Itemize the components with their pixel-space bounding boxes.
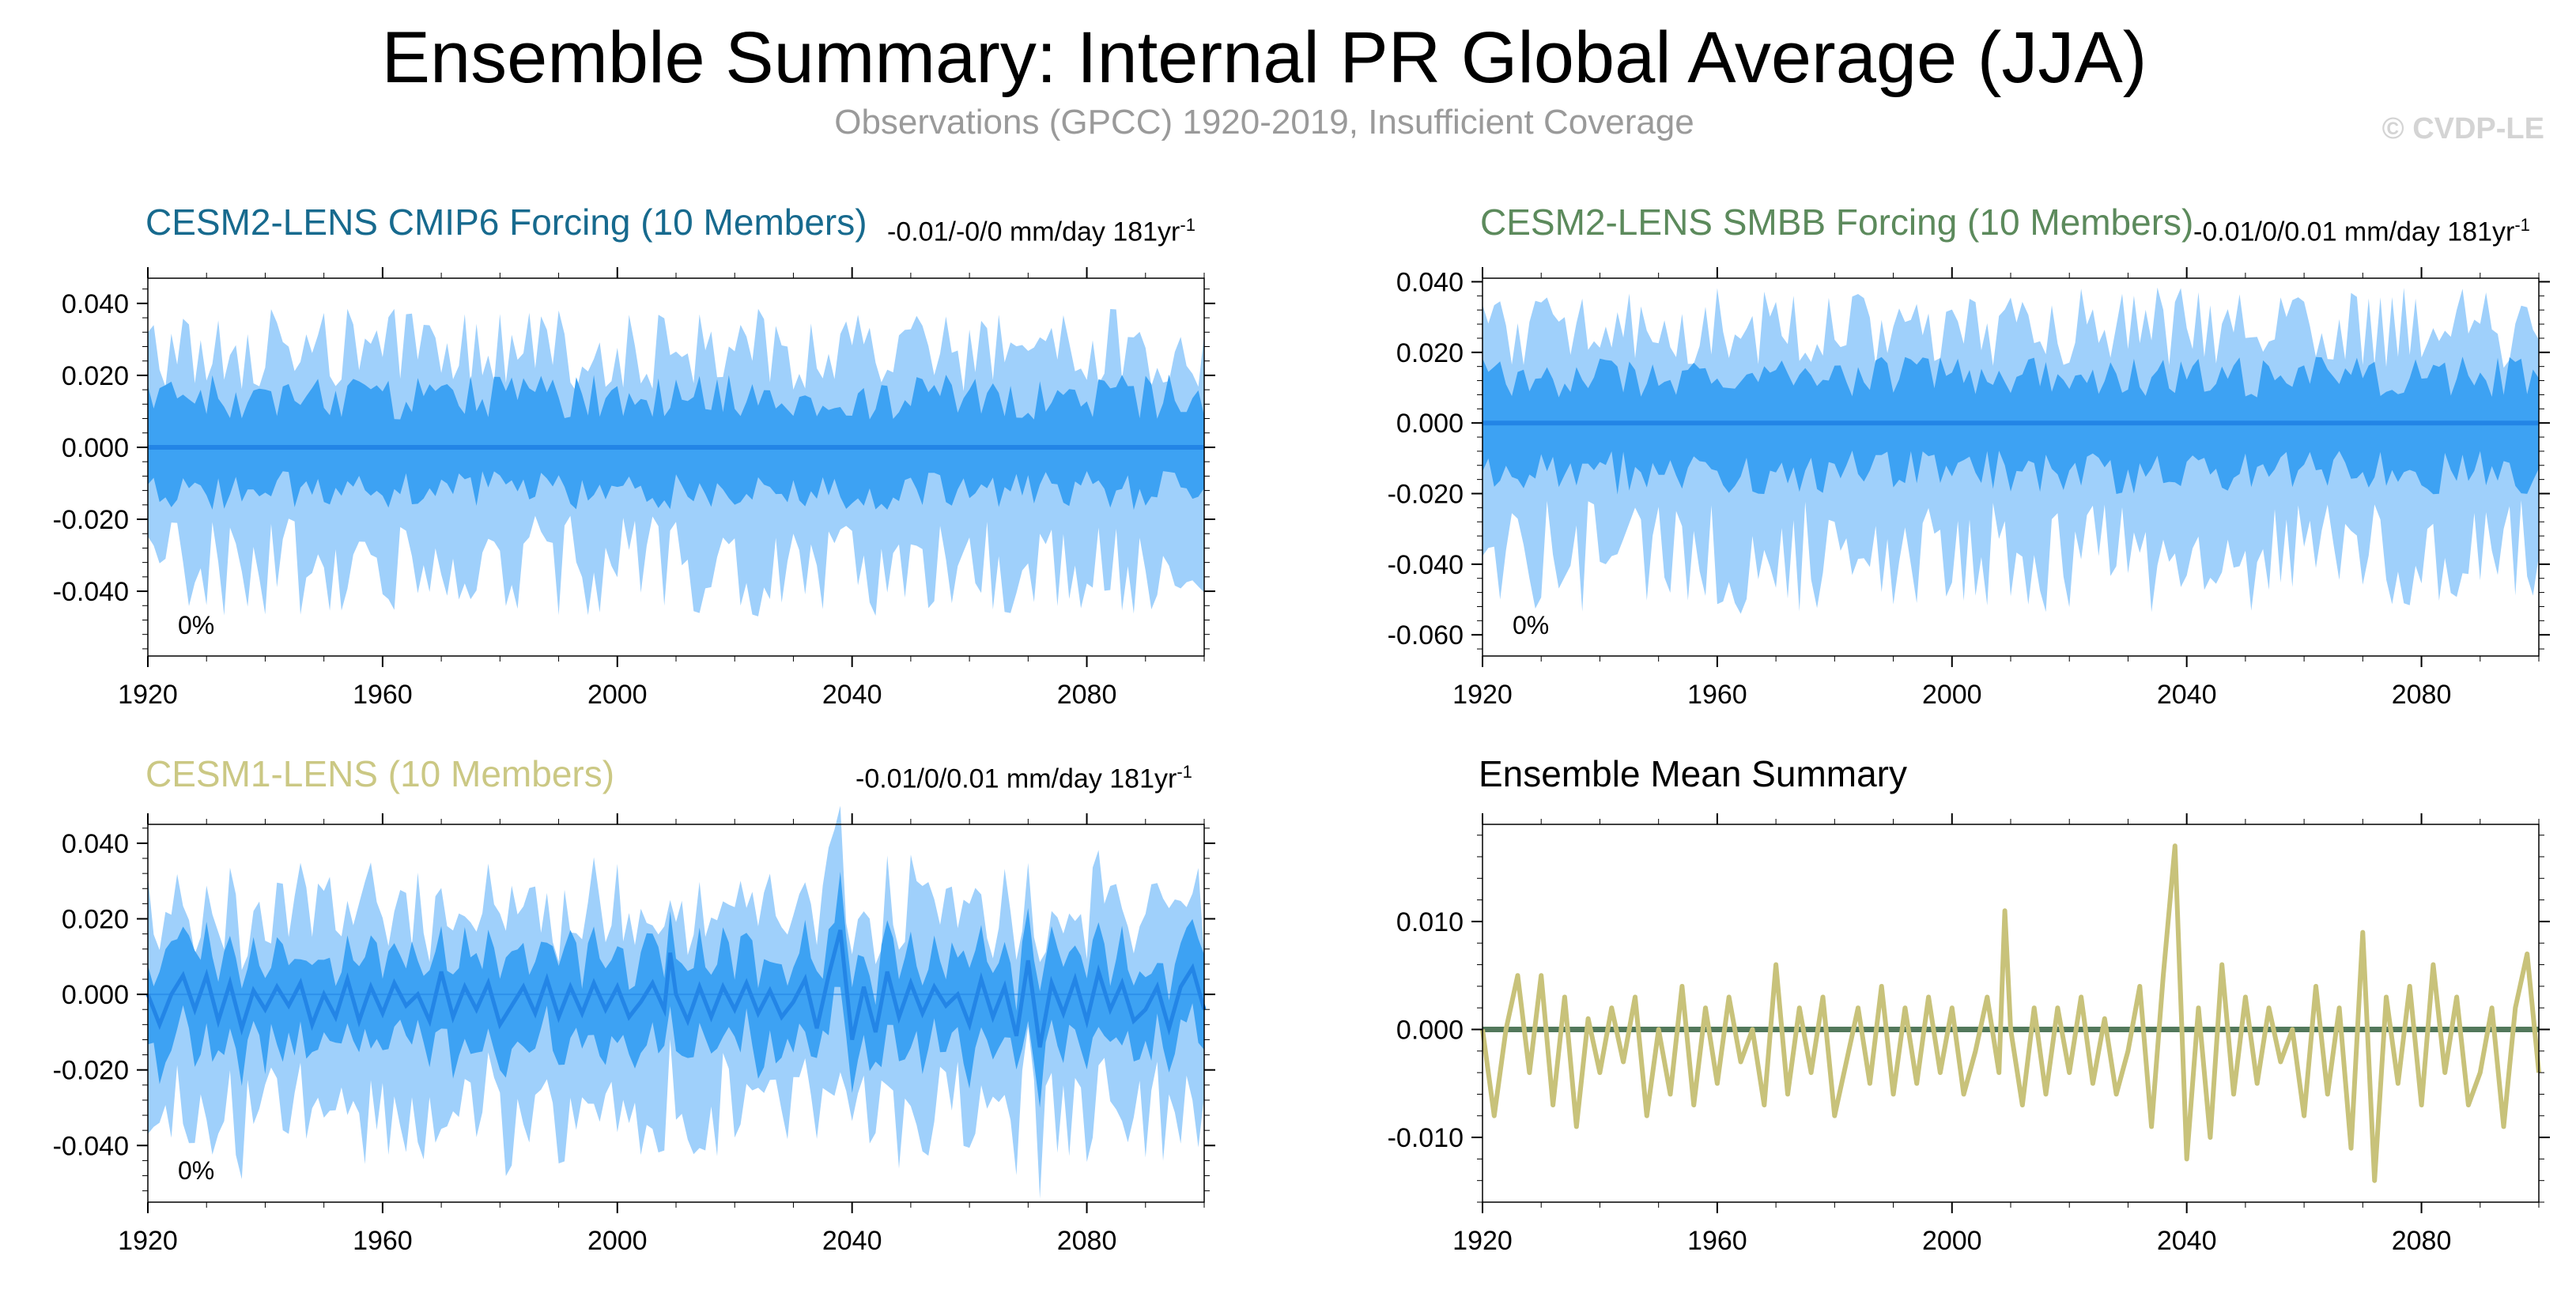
- x-tick-label: 1920: [118, 680, 178, 710]
- stats-exponent: -1: [2514, 215, 2530, 235]
- y-tick-label: 0.020: [62, 361, 129, 391]
- percent-label: 0%: [178, 611, 214, 639]
- panel-title-cesm2-smbb: CESM2-LENS SMBB Forcing (10 Members): [1480, 202, 2194, 243]
- panel-title-cesm2-cmip6: CESM2-LENS CMIP6 Forcing (10 Members): [145, 202, 867, 243]
- panel-stats-cesm2-smbb: -0.01/0/0.01 mm/day 181yr-1: [2193, 215, 2530, 247]
- y-tick-label: -0.040: [53, 1131, 129, 1161]
- x-tick-label: 1920: [1452, 680, 1513, 710]
- x-tick-label: 1960: [1687, 1226, 1747, 1256]
- stats-text: -0.01/0/0.01 mm/day 181yr: [2193, 217, 2515, 247]
- y-tick-label: -0.010: [1388, 1123, 1464, 1153]
- y-tick-label: 0.000: [62, 433, 129, 463]
- stats-text: -0.01/-0/0 mm/day 181yr: [887, 217, 1180, 247]
- chart-ensemble-mean-summary: -0.010 0.000 0.010 1920 1960 2000 2040 2080: [1388, 813, 2550, 1256]
- panel-title-ensemble-mean-summary: Ensemble Mean Summary: [1479, 753, 1907, 794]
- y-tick-label: 0.020: [1396, 338, 1464, 368]
- y-tick-label: 0.000: [62, 980, 129, 1010]
- y-tick-label: -0.020: [53, 1056, 129, 1086]
- y-tick-label: 0.040: [62, 829, 129, 859]
- copyright-label: © CVDP-LE: [2381, 112, 2544, 145]
- y-tick-label: -0.060: [1388, 620, 1464, 650]
- x-tick-label: 2080: [1057, 1226, 1117, 1256]
- x-tick-label: 1920: [1452, 1226, 1513, 1256]
- stats-exponent: -1: [1180, 215, 1195, 235]
- percent-label: 0%: [178, 1156, 214, 1185]
- x-tick-label: 1920: [118, 1226, 178, 1256]
- x-tick-label: 2040: [822, 1226, 882, 1256]
- chart-cesm2-smbb: 0% -0.060 -0.040 -0.020 0.000 0.020 0.040 1920 1…: [1388, 267, 2550, 710]
- x-tick-label: 2040: [2157, 680, 2217, 710]
- chart-cesm2-cmip6: 0% -0.040 -0.020 0.000 0.020 0.040 1920 1960 200…: [53, 267, 1215, 710]
- x-tick-label: 2040: [2157, 1226, 2217, 1256]
- stats-exponent: -1: [1177, 762, 1192, 782]
- main-title: Ensemble Summary: Internal PR Global Ave…: [381, 17, 2147, 98]
- stats-text: -0.01/0/0.01 mm/day 181yr: [856, 763, 1177, 794]
- percent-label: 0%: [1513, 611, 1549, 639]
- y-tick-label: -0.040: [53, 577, 129, 607]
- y-tick-label: 0.040: [62, 289, 129, 319]
- x-tick-label: 2000: [587, 1226, 648, 1256]
- y-tick-label: -0.020: [53, 505, 129, 535]
- panel-title-cesm1: CESM1-LENS (10 Members): [145, 753, 615, 794]
- y-tick-label: 0.010: [1396, 907, 1464, 937]
- y-tick-label: 0.000: [1396, 1015, 1464, 1045]
- x-tick-label: 2080: [2392, 680, 2452, 710]
- y-tick-label: -0.040: [1388, 550, 1464, 580]
- panel-stats-cesm2-cmip6: -0.01/-0/0 mm/day 181yr-1: [887, 215, 1195, 247]
- x-tick-label: 1960: [1687, 680, 1747, 710]
- x-tick-label: 2080: [2392, 1226, 2452, 1256]
- x-tick-label: 2000: [1922, 680, 1982, 710]
- inner-spread-band: [1483, 356, 2539, 495]
- x-tick-label: 2000: [1922, 1226, 1982, 1256]
- x-tick-label: 1960: [353, 680, 413, 710]
- x-tick-label: 2000: [587, 680, 648, 710]
- y-tick-label: -0.020: [1388, 480, 1464, 510]
- y-tick-label: 0.020: [62, 905, 129, 935]
- x-tick-label: 2040: [822, 680, 882, 710]
- panel-stats-cesm1: -0.01/0/0.01 mm/day 181yr-1: [856, 762, 1192, 794]
- cesm1-mean-line: [1480, 843, 2541, 1183]
- chart-cesm1: 0% -0.040 -0.020 0.000 0.020 0.040 1920 1960 200…: [53, 805, 1215, 1256]
- x-tick-label: 2080: [1057, 680, 1117, 710]
- x-tick-label: 1960: [353, 1226, 413, 1256]
- y-tick-label: 0.000: [1396, 409, 1464, 439]
- inner-spread-band: [148, 374, 1204, 511]
- subtitle: Observations (GPCC) 1920-2019, Insuffici…: [834, 103, 1694, 141]
- y-tick-label: 0.040: [1396, 267, 1464, 297]
